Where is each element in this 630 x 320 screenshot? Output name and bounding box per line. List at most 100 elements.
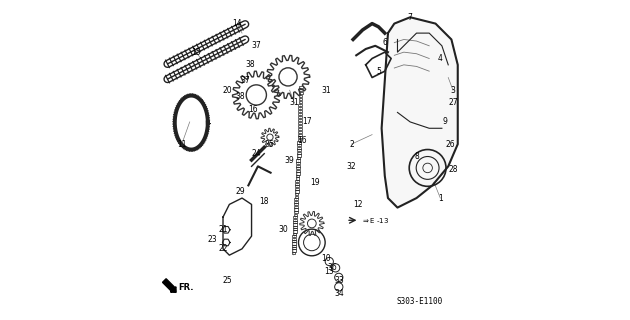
Bar — [298, 122, 302, 124]
Bar — [293, 223, 297, 226]
Bar — [293, 228, 297, 230]
Text: 38: 38 — [245, 60, 255, 69]
Text: 2: 2 — [349, 140, 354, 148]
Text: FR.: FR. — [178, 283, 193, 292]
Text: 31: 31 — [290, 99, 299, 108]
Text: 34: 34 — [334, 289, 344, 298]
Text: 39: 39 — [285, 156, 294, 164]
Text: 29: 29 — [236, 187, 245, 196]
Text: 10: 10 — [321, 254, 331, 263]
Bar — [298, 119, 302, 121]
Text: 35: 35 — [264, 140, 274, 148]
Bar — [297, 147, 301, 149]
Bar — [294, 208, 297, 211]
Text: 8: 8 — [414, 152, 419, 161]
Bar — [292, 245, 296, 247]
Bar — [297, 139, 301, 141]
Bar — [294, 219, 297, 221]
Text: 23: 23 — [207, 235, 217, 244]
Bar — [292, 237, 296, 240]
Bar — [297, 159, 301, 162]
Bar — [297, 152, 301, 154]
Bar — [298, 116, 302, 118]
Bar — [296, 164, 300, 167]
Text: 30: 30 — [278, 225, 288, 234]
Text: 1: 1 — [438, 194, 443, 203]
Bar — [292, 235, 296, 237]
Bar — [296, 167, 300, 169]
Bar — [298, 136, 302, 139]
Text: 9: 9 — [443, 117, 447, 126]
Bar — [295, 190, 299, 193]
Text: 36: 36 — [328, 263, 337, 272]
Bar — [294, 206, 298, 208]
Bar — [294, 203, 298, 205]
Bar — [297, 149, 301, 151]
Bar — [295, 178, 299, 180]
Text: 26: 26 — [445, 140, 455, 148]
Bar — [293, 226, 297, 228]
Text: 18: 18 — [260, 197, 269, 206]
Bar — [299, 89, 302, 91]
Bar — [297, 144, 301, 146]
Bar — [299, 86, 302, 88]
Bar — [293, 221, 297, 223]
Bar — [299, 107, 302, 109]
Text: $\Rightarrow$E -13: $\Rightarrow$E -13 — [361, 216, 389, 225]
Bar — [292, 250, 295, 252]
Text: 6: 6 — [382, 38, 387, 47]
Text: 25: 25 — [223, 276, 232, 285]
Text: 14: 14 — [232, 19, 242, 28]
Text: 38: 38 — [236, 92, 245, 101]
Bar — [298, 113, 302, 115]
Bar — [299, 92, 302, 94]
Text: 5: 5 — [376, 67, 381, 76]
Bar — [295, 180, 299, 182]
Bar — [294, 198, 298, 200]
Bar — [293, 230, 297, 233]
Bar — [292, 242, 296, 244]
Bar — [298, 134, 302, 136]
Bar — [297, 157, 301, 159]
Bar — [294, 216, 297, 218]
Bar — [296, 172, 300, 174]
Bar — [295, 185, 299, 188]
Text: 3: 3 — [450, 86, 455, 95]
Bar — [297, 141, 301, 144]
Bar — [292, 247, 295, 249]
Text: S303-E1100: S303-E1100 — [396, 297, 443, 306]
Text: 33: 33 — [334, 276, 344, 285]
Bar — [292, 233, 296, 235]
Bar — [294, 201, 298, 203]
Bar — [295, 175, 299, 177]
Text: 13: 13 — [324, 267, 334, 276]
Text: 15: 15 — [192, 48, 201, 57]
Bar — [298, 131, 302, 133]
Text: 16: 16 — [297, 136, 307, 146]
Bar — [298, 125, 302, 127]
Bar — [292, 240, 296, 242]
Bar — [299, 110, 302, 112]
Bar — [294, 211, 297, 213]
Bar — [297, 154, 301, 156]
Bar — [299, 101, 302, 103]
Bar — [292, 252, 295, 254]
Text: 12: 12 — [353, 200, 363, 209]
Text: 37: 37 — [240, 76, 250, 85]
Text: 24: 24 — [251, 149, 261, 158]
Bar — [299, 104, 302, 106]
Bar — [295, 196, 299, 198]
Text: 20: 20 — [223, 86, 232, 95]
Bar — [298, 128, 302, 130]
Bar — [295, 193, 299, 195]
Bar — [295, 188, 299, 190]
Bar — [296, 170, 300, 172]
Bar — [295, 183, 299, 185]
Text: 27: 27 — [448, 99, 458, 108]
Text: 16: 16 — [248, 105, 258, 114]
Polygon shape — [382, 17, 458, 208]
Bar — [296, 162, 300, 164]
Text: 7: 7 — [408, 13, 413, 22]
Text: 32: 32 — [346, 162, 357, 171]
Text: 4: 4 — [438, 54, 443, 63]
